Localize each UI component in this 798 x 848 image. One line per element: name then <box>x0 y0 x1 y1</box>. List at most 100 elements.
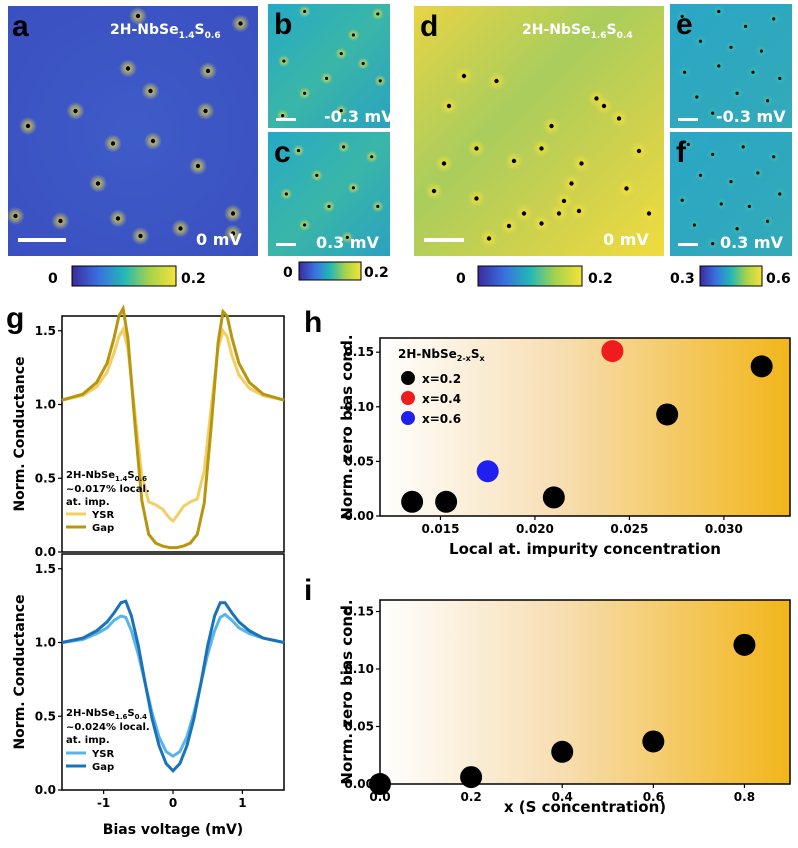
data-point <box>642 730 665 753</box>
impurity-dot <box>461 73 467 79</box>
impurity-dot <box>680 14 684 18</box>
impurity-dot <box>751 70 755 74</box>
panel-letter-b: b <box>274 8 292 41</box>
data-point <box>733 633 756 656</box>
x-tick-label: 0.020 <box>516 522 554 536</box>
plot-background <box>380 600 790 784</box>
colorbar-d-min: 0 <box>456 271 466 287</box>
colorbar-ef: 0.3 0.6 <box>670 265 791 287</box>
impurity-dot <box>178 226 183 231</box>
impurity-dot <box>759 49 764 53</box>
x-tick-label: 0 <box>169 796 177 810</box>
image-panel-c: c 0.3 mV <box>268 132 390 256</box>
impurity-dot <box>282 59 286 63</box>
colorbar-bc-max: 0.2 <box>364 265 389 281</box>
bias-label-f: 0.3 mV <box>720 233 784 252</box>
impurity-dot <box>195 163 201 169</box>
impurity-dot <box>576 208 582 214</box>
plot-background <box>380 338 790 516</box>
impurity-dot <box>342 145 346 149</box>
legend-label-x=0.2: x=0.2 <box>422 372 461 386</box>
impurity-dot <box>474 196 479 201</box>
y-axis-title: Norm. Conductance <box>12 356 28 511</box>
impurity-dots-c <box>280 140 384 244</box>
impurity-dot <box>125 66 131 71</box>
impurity-dot <box>766 219 770 223</box>
scale-bar-e <box>678 118 698 121</box>
x-axis-title: Local at. impurity concentration <box>449 540 721 558</box>
impurity-dot <box>150 138 156 144</box>
image-panel-d: d 2H-NbSe1.6S0.4 0 mV <box>414 6 664 256</box>
impurity-dot <box>729 180 733 184</box>
impurity-dot <box>431 188 437 194</box>
y-axis-title: Norm. Conductance <box>12 594 28 749</box>
x-axis-title: Bias voltage (mV) <box>103 822 243 838</box>
colorbar-a-min: 0 <box>48 271 58 287</box>
impurity-dot <box>594 96 599 101</box>
y-tick-label: 0.00 <box>344 509 374 523</box>
y-tick-label: 0.10 <box>344 662 374 676</box>
impurity-dot <box>686 142 690 146</box>
legend-label-x=0.6: x=0.6 <box>422 412 461 426</box>
panel-letter-c: c <box>274 136 291 169</box>
legend-title: 2H-NbSe2-xSx <box>398 347 486 363</box>
impurity-dots-a <box>6 7 250 245</box>
y-tick-label: 0.0 <box>35 545 56 559</box>
x-tick-label: 0.4 <box>552 790 573 804</box>
impurity-dot <box>446 103 452 109</box>
colorbar-ef-max: 0.6 <box>766 271 791 287</box>
impurity-dot <box>766 99 770 103</box>
impurity-dot <box>717 9 721 14</box>
impurity-dot <box>376 12 380 16</box>
impurity-dot <box>303 91 307 95</box>
plot-frame <box>379 599 791 785</box>
legend-marker-x=0.2 <box>401 371 415 385</box>
x-tick-label: 0.2 <box>460 790 481 804</box>
impurity-dot <box>58 218 63 224</box>
chart-h: 0.00 0.05 0.10 0.15 0.015 0.020 0.025 0.030 2H-N… <box>338 334 791 558</box>
x-tick-label: 1 <box>238 796 246 810</box>
impurity-dot <box>636 148 642 154</box>
chart-g-top: 0.0 0.5 1.0 1.5 Norm. Conductance 2H-NbSe1.4S… <box>12 304 285 559</box>
y-tick-label: 0.0 <box>35 783 56 797</box>
image-panel-e: e -0.3 mV <box>670 4 792 128</box>
legend-compound: 2H-NbSe1.6S0.4 <box>66 708 147 721</box>
y-tick-label: 0.05 <box>344 454 374 468</box>
impurity-dot <box>561 198 567 204</box>
data-point-x=0.2 <box>750 355 773 378</box>
bias-label-e: -0.3 mV <box>716 107 786 126</box>
impurity-dot <box>203 108 208 114</box>
series-line-gap <box>61 304 285 550</box>
data-point-x=0.2 <box>401 490 424 513</box>
impurity-dot <box>521 211 527 216</box>
y-tick-label: 1.5 <box>35 324 56 338</box>
impurity-dot <box>695 95 699 99</box>
impurity-dot <box>345 235 349 239</box>
impurity-dot <box>569 181 574 186</box>
series-line-ysr <box>61 612 285 758</box>
impurity-dot <box>719 202 723 206</box>
impurity-dot <box>115 216 121 221</box>
legend-marker-x=0.4 <box>401 391 415 405</box>
impurity-dot <box>13 213 18 219</box>
impurity-dot <box>95 181 101 186</box>
data-point-x=0.6 <box>476 460 499 483</box>
image-panel-a: a 2H-NbSe1.4S0.6 0 mV <box>6 6 258 256</box>
x-tick-label: 0.8 <box>734 790 755 804</box>
y-axis-title: Norm. zero bias cond. <box>338 334 356 519</box>
impurity-dot <box>148 88 153 94</box>
scale-bar-b <box>276 118 296 121</box>
image-panel-b: b -0.3 mV <box>268 4 394 128</box>
scale-bar-d <box>424 238 464 242</box>
impurity-dot <box>711 242 715 246</box>
colorbar-bc-min: 0 <box>283 265 293 281</box>
impurity-dot <box>539 146 544 151</box>
impurity-dot <box>778 192 782 196</box>
impurity-dot <box>238 21 243 26</box>
y-tick-label: 0.5 <box>35 471 56 485</box>
impurity-dot <box>772 155 776 159</box>
impurity-dot <box>624 186 629 191</box>
colorbar-d: 0 0.2 <box>456 265 613 287</box>
impurity-dot <box>756 171 760 175</box>
legend-label-ysr: YSR <box>91 510 114 521</box>
